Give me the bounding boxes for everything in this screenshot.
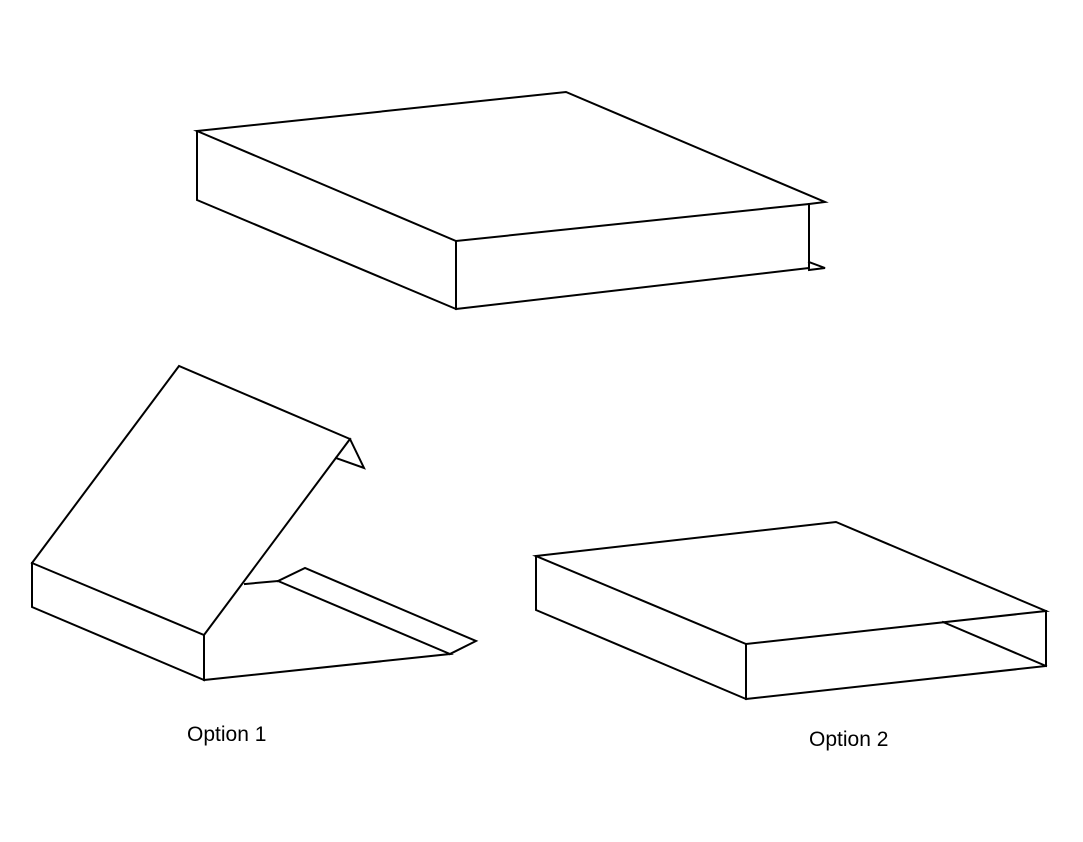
option-1-caption: Option 1 [187,723,267,746]
option-2-drawing [532,520,1050,701]
option-1-drawing [30,364,479,682]
option-2-inner-edge [941,620,1048,668]
option-1-base-flap [276,566,479,656]
option-1-side-wall [31,562,205,682]
closed-box-left-side [196,130,458,311]
option-2-caption: Option 2 [809,728,889,751]
closed-box-drawing [193,90,829,311]
option-2-front-face [745,610,1047,701]
closed-box-front-side [455,203,810,311]
option-1-base [202,579,454,682]
option-1-lid [30,364,352,637]
closed-box-sleeve-edge [807,260,826,272]
option-2-left-side [535,555,748,701]
closed-box-lid-outline [193,90,829,243]
option-1-lid-flap [334,437,366,470]
option-2-top-face [532,520,1050,646]
